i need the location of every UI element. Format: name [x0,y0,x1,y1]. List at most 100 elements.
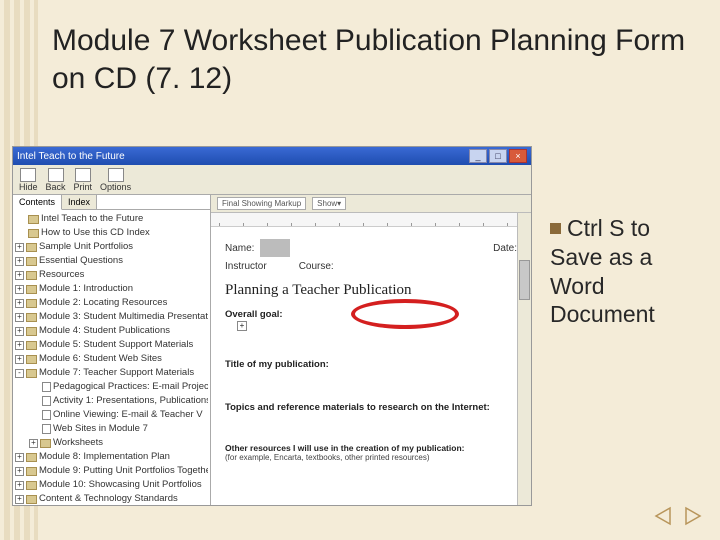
show-select[interactable]: Show ▾ [312,197,346,210]
window-titlebar[interactable]: Intel Teach to the Future _ □ × [13,147,531,165]
expand-toggle[interactable]: + [15,257,24,266]
book-icon [26,355,37,364]
slide-bullet: Ctrl S to Save as a Word Document [550,214,704,329]
tree-item[interactable]: - Module 7: Teacher Support Materials [15,366,208,380]
other-example: (for example, Encarta, textbooks, other … [225,453,517,462]
expand-toggle[interactable]: + [15,285,24,294]
help-window: Intel Teach to the Future _ □ × Hide Bac… [12,146,532,506]
name-label: Name: [225,243,254,254]
doc-heading: Planning a Teacher Publication [225,282,517,299]
back-button[interactable]: Back [46,168,66,192]
expand-toggle[interactable]: + [15,271,24,280]
book-icon [26,341,37,350]
tree-item-label: Worksheets [53,436,103,450]
tree-item-label: How to Use this CD Index [41,226,150,240]
bullet-icon [550,223,561,234]
tree-item[interactable]: +Module 10: Showcasing Unit Portfolios [15,478,208,492]
expand-toggle[interactable]: + [15,313,24,322]
tree-child-item[interactable]: + Worksheets [15,436,208,450]
options-icon [108,168,124,182]
tree-child-item[interactable]: Activity 1: Presentations, Publications [15,394,208,408]
contents-tree[interactable]: Intel Teach to the FutureHow to Use this… [13,210,210,505]
page-icon [42,382,51,392]
prev-slide-button[interactable] [654,506,674,526]
course-label: Course: [299,261,334,272]
vertical-scrollbar[interactable] [517,213,531,505]
review-toolbar: Final Showing Markup Show ▾ [211,195,531,213]
tree-item[interactable]: + Module 9: Putting Unit Portfolios Toget… [15,464,208,478]
tree-child-item[interactable]: Web Sites in Module 7 [15,422,208,436]
maximize-button[interactable]: □ [489,149,507,163]
bullet-text: Ctrl S to Save as a Word Document [550,215,655,327]
name-field[interactable] [260,239,290,257]
tree-item-label: Sample Unit Portfolios [39,240,133,254]
expand-toggle[interactable]: + [15,341,24,350]
tree-item[interactable]: Intel Teach to the Future [15,212,208,226]
tree-item-label: Module 7: Teacher Support Materials [39,366,194,380]
tree-item-label: Module 4: Student Publications [39,324,170,338]
tree-item[interactable]: + Module 1: Introduction [15,282,208,296]
book-icon [40,439,51,448]
book-icon [26,257,37,266]
tab-index[interactable]: Index [62,195,97,209]
tree-item[interactable]: + Module 5: Student Support Materials [15,338,208,352]
instructor-label: Instructor [225,261,267,272]
expand-toggle[interactable]: + [15,327,24,336]
hide-button[interactable]: Hide [19,168,38,192]
help-toolbar: Hide Back Print Options [13,165,531,195]
expand-toggle[interactable]: + [15,453,24,462]
tree-item[interactable]: +Content & Technology Standards [15,492,208,505]
next-slide-button[interactable] [682,506,702,526]
window-title: Intel Teach to the Future [17,151,125,162]
close-button[interactable]: × [509,149,527,163]
options-button[interactable]: Options [100,168,131,192]
tree-item[interactable]: +Resources [15,268,208,282]
tree-item-label: Module 9: Putting Unit Portfolios Togeth… [39,464,208,478]
book-icon [26,327,37,336]
expand-icon[interactable]: + [237,321,247,331]
document-pane: Final Showing Markup Show ▾ Name: Date: … [211,195,531,505]
expand-toggle[interactable]: + [15,355,24,364]
expand-toggle[interactable]: + [15,481,24,490]
expand-toggle[interactable]: + [15,299,24,308]
print-button[interactable]: Print [74,168,93,192]
book-icon [26,271,37,280]
tree-item[interactable]: How to Use this CD Index [15,226,208,240]
book-icon [28,215,39,224]
tree-item-label: Intel Teach to the Future [41,212,143,226]
tree-item-label: Pedagogical Practices: E-mail Projects [53,380,208,394]
tree-item-label: Activity 1: Presentations, Publications [53,394,208,408]
contents-sidebar: Contents Index Intel Teach to the Future… [13,195,211,505]
expand-toggle[interactable]: + [15,467,24,476]
tree-item[interactable]: +Module 6: Student Web Sites [15,352,208,366]
book-icon [26,313,37,322]
tree-child-item[interactable]: Online Viewing: E-mail & Teacher V [15,408,208,422]
expand-toggle[interactable]: + [15,243,24,252]
tree-item-label: Module 2: Locating Resources [39,296,167,310]
tree-item-label: Module 5: Student Support Materials [39,338,193,352]
expand-toggle[interactable]: - [15,369,24,378]
tab-contents[interactable]: Contents [13,195,62,210]
book-icon [26,299,37,308]
tree-item[interactable]: +Module 3: Student Multimedia Presentati… [15,310,208,324]
tree-item[interactable]: + Module 4: Student Publications [15,324,208,338]
tree-item[interactable]: +Module 8: Implementation Plan [15,450,208,464]
book-icon [26,453,37,462]
scrollbar-thumb[interactable] [519,260,530,300]
tree-item-label: Module 1: Introduction [39,282,133,296]
tree-item[interactable]: + Module 2: Locating Resources [15,296,208,310]
overall-goal-label: Overall goal: [225,309,517,320]
tree-item-label: Web Sites in Module 7 [53,422,148,436]
tree-item-label: Online Viewing: E-mail & Teacher V [53,408,203,422]
page-icon [42,410,51,420]
tree-item[interactable]: + Sample Unit Portfolios [15,240,208,254]
page-icon [42,396,51,406]
book-icon [26,285,37,294]
tree-child-item[interactable]: Pedagogical Practices: E-mail Projects [15,380,208,394]
book-icon [26,243,37,252]
tree-item[interactable]: +Essential Questions [15,254,208,268]
minimize-button[interactable]: _ [469,149,487,163]
review-mode-select[interactable]: Final Showing Markup [217,197,306,210]
expand-toggle[interactable]: + [15,495,24,504]
expand-toggle[interactable]: + [29,439,38,448]
